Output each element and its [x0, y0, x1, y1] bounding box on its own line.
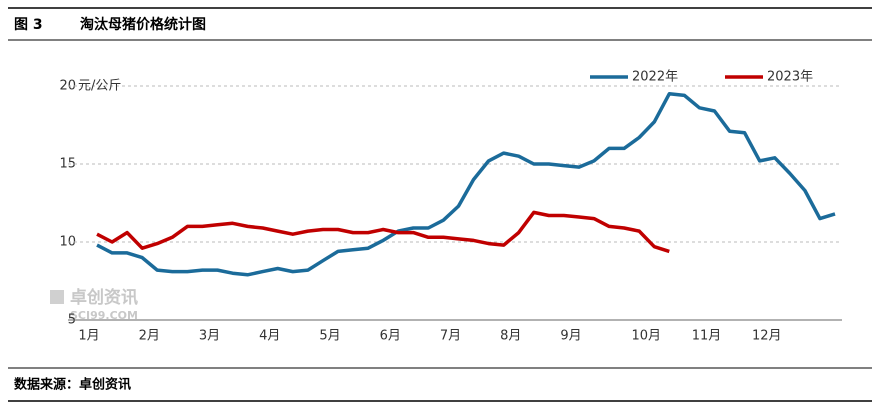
source: 数据来源：卓创资讯 [14, 377, 131, 393]
x-tick-label: 5月 [319, 329, 340, 344]
watermark: 卓创资讯 [70, 287, 138, 308]
watermark: SCI99.COM [70, 309, 138, 322]
x-tick-label: 9月 [560, 329, 581, 344]
x-tick-label: 2月 [139, 329, 160, 344]
x-tick-label: 12月 [752, 329, 782, 344]
x-tick-label: 1月 [78, 329, 99, 344]
watermark-logo [50, 290, 64, 304]
figure-number: 图 3 [14, 17, 43, 33]
line-series [96, 92, 836, 277]
legend-label: 2023年 [767, 70, 813, 85]
y-tick-label: 20 [59, 79, 76, 94]
x-tick-label: 8月 [500, 329, 521, 344]
x-tick-label: 10月 [631, 329, 661, 344]
y-tick-label: 10 [59, 235, 76, 250]
x-tick-label: 3月 [199, 329, 220, 344]
x-tick-label: 6月 [380, 329, 401, 344]
y-unit: 元/公斤 [78, 79, 121, 94]
x-tick-label: 4月 [259, 329, 280, 344]
y-tick-label: 15 [59, 157, 76, 172]
figure-title: 淘汰母猪价格统计图 [80, 16, 206, 33]
x-tick-label: 7月 [440, 329, 461, 344]
legend-label: 2022年 [632, 70, 678, 85]
line-series [96, 210, 670, 254]
x-tick-label: 11月 [692, 329, 722, 344]
